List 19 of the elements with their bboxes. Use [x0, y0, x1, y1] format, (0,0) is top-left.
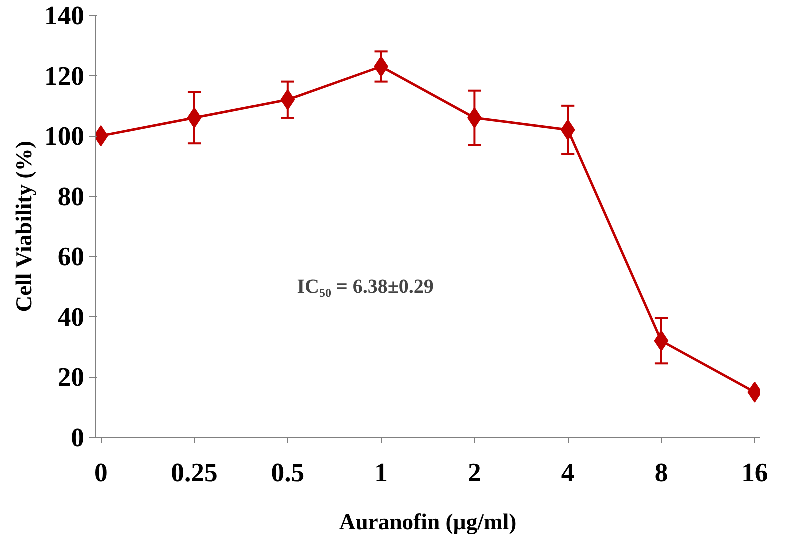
x-tick-label: 2 — [468, 458, 482, 488]
x-tick-label: 0.5 — [271, 458, 305, 488]
x-tick-label: 8 — [654, 458, 668, 488]
x-tick-label: 0 — [94, 458, 108, 488]
y-tick-label: 20 — [58, 362, 84, 392]
x-tick-label: 16 — [742, 458, 768, 488]
x-tick-label: 1 — [374, 458, 388, 488]
y-tick-label: 140 — [44, 0, 84, 30]
x-axis-title: Auranofin (µg/ml) — [339, 510, 517, 534]
y-tick-label: 0 — [71, 422, 84, 452]
y-tick-label: 40 — [58, 302, 84, 332]
x-tick-label: 4 — [561, 458, 575, 488]
y-axis-title: Cell Viability (%) — [12, 141, 37, 312]
y-tick-label: 60 — [58, 242, 84, 272]
x-tick-label: 0.25 — [171, 458, 218, 488]
y-tick-label: 80 — [58, 181, 84, 212]
y-tick-label: 120 — [44, 60, 84, 91]
annotation: IC₅₀ = 6.38±0.29 — [297, 276, 434, 298]
y-tick-label: 100 — [44, 121, 84, 152]
